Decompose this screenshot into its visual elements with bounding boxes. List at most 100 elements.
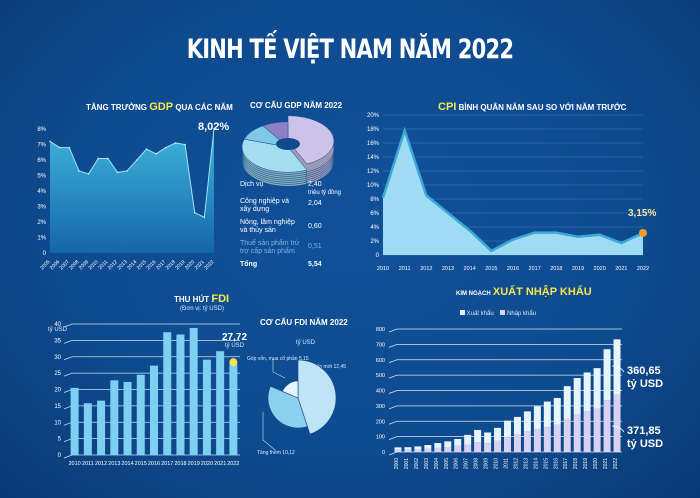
gridline bbox=[388, 390, 622, 394]
title-part: Tăng trưởng bbox=[86, 103, 148, 112]
fdi-bar bbox=[202, 359, 211, 455]
trade-bar-import bbox=[603, 349, 611, 401]
trade-bar-import bbox=[414, 446, 422, 450]
fdi-structure-title: Cơ cấu FDI năm 2022 bbox=[260, 318, 348, 327]
x-tick-label: 2012 bbox=[95, 461, 107, 467]
gridline bbox=[388, 328, 622, 333]
x-tick-label: 2017 bbox=[529, 266, 541, 272]
row-tax: Thuế sản phẩm trừ trợ cấp sản phẩm bbox=[240, 240, 302, 256]
y-tick-label: 6% bbox=[370, 211, 379, 217]
legend-swatch-export bbox=[460, 310, 465, 315]
page-title: KINH TẾ VIỆT NAM NĂM 2022 bbox=[186, 34, 514, 65]
gdp-point bbox=[107, 157, 109, 160]
trade-bar-import bbox=[563, 386, 571, 419]
pie-slice bbox=[241, 138, 308, 173]
fdi-bar bbox=[216, 351, 225, 455]
trade-bar-export bbox=[603, 400, 611, 452]
x-tick-label: 2020 bbox=[594, 266, 606, 272]
fdi-label-new: Cấp mới 12,45 bbox=[313, 364, 347, 370]
y-tick-label: 3% bbox=[37, 205, 46, 211]
x-tick-label: 2014 bbox=[121, 461, 133, 467]
y-tick-label: 6% bbox=[37, 158, 46, 164]
trade-bar-import bbox=[494, 427, 502, 441]
y-tick-label: 1% bbox=[37, 236, 46, 242]
trade-bar-export bbox=[583, 411, 591, 452]
leader-line bbox=[611, 365, 625, 373]
gdp-point bbox=[174, 142, 177, 144]
x-tick-label: 2012 bbox=[420, 266, 432, 272]
trade-bar-export bbox=[454, 445, 462, 452]
y-tick-label: 14% bbox=[367, 155, 380, 161]
gdp-point bbox=[126, 170, 128, 172]
x-tick-label: 2013 bbox=[523, 458, 529, 469]
trade-bar-export bbox=[523, 431, 531, 452]
trade-bar-import bbox=[464, 434, 472, 445]
y-tick-label: 4% bbox=[37, 189, 46, 195]
y-tick-label: 25 bbox=[54, 371, 61, 377]
gdp-point bbox=[155, 153, 157, 155]
y-tick-label: 18% bbox=[367, 127, 380, 133]
gdp-point bbox=[164, 146, 167, 149]
gdp-point bbox=[145, 148, 148, 150]
trade-bar-export bbox=[444, 447, 452, 452]
trade-bar-export bbox=[613, 394, 621, 452]
y-tick-label: 600 bbox=[376, 358, 385, 364]
y-tick-label: 8% bbox=[370, 197, 379, 203]
legend-swatch-import bbox=[500, 310, 506, 315]
x-tick-label: 2021 bbox=[603, 458, 609, 469]
trade-bar-export bbox=[593, 408, 601, 452]
cpi-chart-title: CPI bình quân năm sau so với năm trước bbox=[438, 101, 626, 113]
fdi-bar bbox=[229, 364, 238, 455]
gdp-point bbox=[203, 216, 206, 219]
y-tick-label: 200 bbox=[376, 419, 385, 425]
row-industry: Công nghiệp và xây dựng bbox=[240, 198, 300, 214]
trade-chart-title: Kim ngạch xuất nhập khẩu bbox=[456, 286, 592, 298]
x-tick-label: 2009 bbox=[484, 458, 490, 469]
cpi-point bbox=[447, 212, 449, 214]
fdi-label-shares: Góp vốn, mua cổ phần 5,15 bbox=[247, 356, 309, 362]
y-tick-label: 2% bbox=[370, 239, 379, 245]
x-tick-label: 2019 bbox=[572, 266, 584, 272]
row-agriculture: Nông, lâm nghiệp và thủy sản bbox=[240, 219, 304, 235]
title-highlight: xuất nhập khẩu bbox=[492, 286, 592, 298]
trade-bar-export bbox=[464, 444, 472, 452]
label: Nông, lâm nghiệp và thủy sản bbox=[240, 219, 295, 234]
value: 0,60 bbox=[308, 223, 322, 230]
y-tick-label: 20 bbox=[54, 388, 61, 394]
y-tick-label: 0 bbox=[43, 251, 47, 257]
gridline bbox=[388, 344, 622, 348]
x-tick-label: 2019 bbox=[188, 461, 200, 467]
annotation-value: 371,85 bbox=[627, 425, 661, 437]
fdi-bar bbox=[70, 387, 79, 455]
gdp-point bbox=[68, 146, 71, 149]
gdp-structure-table: Dịch vụ 2,40 triệu tỷ đồng Công nghiệp và … bbox=[240, 181, 355, 271]
cpi-point bbox=[490, 250, 493, 252]
y-tick-label: 0 bbox=[376, 253, 380, 259]
x-tick-label: 2014 bbox=[533, 458, 539, 469]
trade-bar-export bbox=[404, 449, 412, 452]
x-tick-label: 2017 bbox=[563, 458, 569, 469]
trade-bar-export bbox=[474, 442, 482, 452]
x-tick-label: 2022 bbox=[227, 461, 239, 467]
trade-bar-import bbox=[404, 447, 412, 450]
x-tick-label: 2013 bbox=[108, 461, 120, 467]
x-tick-label: 2010 bbox=[377, 266, 389, 272]
x-tick-label: 2010 bbox=[68, 461, 80, 467]
fdi-bar bbox=[83, 403, 92, 455]
fdi-chart-title: Thu hút FDI bbox=[174, 293, 229, 305]
fdi-bar bbox=[110, 380, 119, 455]
y-tick-label: 100 bbox=[376, 435, 385, 441]
x-tick-label: 2022 bbox=[637, 266, 649, 272]
fdi-bar bbox=[150, 365, 158, 455]
trade-bar-import bbox=[573, 378, 581, 415]
trade-bar-import bbox=[593, 368, 601, 409]
x-tick-label: 2019 bbox=[583, 458, 589, 469]
x-tick-label: 2011 bbox=[399, 266, 411, 272]
trade-bar-export bbox=[533, 428, 541, 452]
fdi-bar bbox=[97, 400, 106, 455]
leader-line bbox=[611, 425, 625, 433]
x-tick-label: 2017 bbox=[161, 461, 173, 467]
